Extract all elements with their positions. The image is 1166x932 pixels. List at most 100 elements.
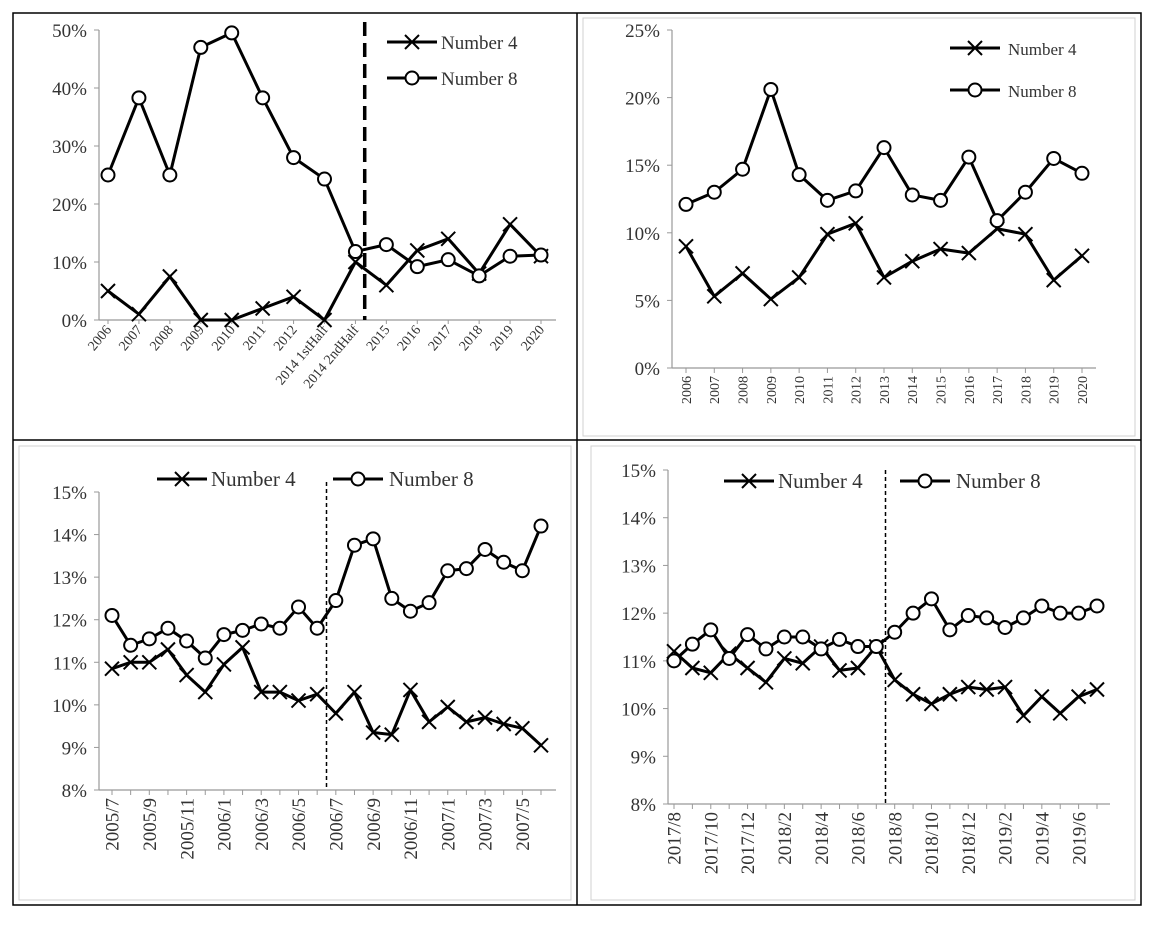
chart-3-series-1-point bbox=[402, 682, 419, 698]
chart-2-series-2-point bbox=[904, 187, 920, 203]
chart-4-series-2-point bbox=[960, 608, 976, 624]
chart-4-series-2-point bbox=[740, 627, 756, 643]
chart-1-legend-label-2: Number 8 bbox=[441, 69, 518, 90]
chart-4-series-1-point bbox=[1052, 705, 1068, 722]
chart-2-x-tick-label: 2006 bbox=[680, 376, 695, 404]
chart-1-legend-marker-2 bbox=[404, 70, 420, 86]
chart-1-y-tick-label: 50% bbox=[52, 21, 87, 42]
chart-4-x-tick-label: 2018/10 bbox=[922, 812, 943, 874]
chart-3-series-2-point bbox=[477, 541, 493, 557]
chart-4-series-2-point bbox=[703, 622, 719, 638]
chart-3-series-1-point bbox=[197, 684, 213, 700]
chart-4-x-tick-label: 2017/10 bbox=[701, 812, 722, 874]
chart-2-series-1-point bbox=[819, 226, 836, 242]
chart-4-series-2-point bbox=[721, 650, 737, 666]
chart-3-x-tick-label: 2007/5 bbox=[513, 798, 534, 851]
chart-1-y-tick-label: 20% bbox=[52, 195, 87, 216]
chart-2-series-2-point bbox=[848, 183, 864, 199]
chart-2-x-tick-label: 2015 bbox=[934, 376, 949, 404]
chart-3-series-2-point bbox=[384, 590, 400, 606]
chart-4-series-2-point bbox=[684, 636, 700, 652]
chart-3-series-2-point bbox=[253, 616, 269, 632]
chart-1-y-tick-label: 40% bbox=[52, 79, 87, 100]
chart-4-x-tick-label: 2019/6 bbox=[1069, 812, 1090, 865]
chart-1-x-tick-label: 2019 bbox=[488, 323, 517, 354]
chart-3-series-1-point bbox=[160, 641, 176, 658]
chart-4-legend-label-2: Number 8 bbox=[956, 469, 1041, 493]
chart-2-x-tick-label: 2008 bbox=[736, 376, 751, 404]
chart-4-series-1-point bbox=[978, 681, 995, 698]
chart-2-series-1-line bbox=[684, 221, 1083, 301]
chart-4-series-2-point bbox=[666, 653, 682, 669]
chart-3-x-tick-label: 2005/9 bbox=[140, 798, 161, 851]
chart-4-series-1-point bbox=[1089, 681, 1105, 698]
chart-3-series-1-point bbox=[384, 726, 400, 743]
chart-4-series-2-point bbox=[832, 631, 848, 647]
chart-1-series-2-point bbox=[224, 25, 240, 41]
chart-4-x-tick-label: 2018/6 bbox=[849, 812, 870, 865]
chart-2: 0% 5% 10% 15% 20% 25% 2006 2007 2008 2009 2010 2011… bbox=[625, 21, 1096, 404]
chart-2-series-2-point bbox=[706, 184, 722, 200]
chart-4-series-1-point bbox=[776, 650, 793, 667]
chart-3-x-tick-label: 2005/7 bbox=[103, 798, 124, 851]
chart-3-series-2-point bbox=[104, 607, 120, 623]
chart-4-x-tick-label: 2018/2 bbox=[775, 812, 796, 865]
chart-3-series-1-point bbox=[216, 656, 232, 673]
panel-3-inner-border bbox=[18, 445, 572, 901]
chart-2-series-1-point bbox=[876, 269, 892, 286]
chart-3-legend-marker-2 bbox=[350, 471, 366, 487]
chart-2-series-1-point bbox=[763, 291, 779, 307]
chart-1-series-1-point bbox=[378, 277, 395, 293]
chart-2-legend-marker-2 bbox=[967, 82, 983, 98]
chart-1-series-2-point bbox=[286, 150, 302, 166]
chart-4-x-tick-label: 2017/12 bbox=[738, 812, 759, 874]
chart-3-series-1-point bbox=[122, 654, 139, 670]
chart-4-y-tick-label: 9% bbox=[631, 747, 657, 768]
chart-3-series-1-point bbox=[178, 667, 195, 683]
chart-1-series-1-point bbox=[162, 268, 178, 285]
chart-4-series-1-point bbox=[905, 686, 921, 702]
chart-4-y-tick-label: 11% bbox=[622, 652, 656, 673]
chart-1-x-tick-label: 2008 bbox=[147, 323, 176, 354]
chart-2-x-tick-label: 2012 bbox=[850, 376, 865, 404]
chart-1-series-2-point bbox=[131, 90, 147, 106]
chart-1-series-2-point bbox=[255, 90, 271, 106]
chart-1-series-1-point bbox=[316, 312, 333, 328]
chart-4-series-1-point bbox=[997, 679, 1013, 695]
chart-2-series-2-point bbox=[678, 196, 694, 212]
chart-1-series-2-point bbox=[162, 167, 178, 183]
chart-1-series-1-point bbox=[100, 283, 116, 299]
chart-1-x-tick-label: 2018 bbox=[457, 323, 486, 354]
chart-4-y-tick-label: 15% bbox=[621, 461, 656, 482]
chart-3-x-tick-label: 2005/11 bbox=[177, 798, 198, 860]
chart-4-x-tick-label: 2018/8 bbox=[885, 812, 906, 865]
chart-3-series-2-point bbox=[216, 627, 232, 643]
chart-3-series-2-point bbox=[458, 561, 474, 577]
chart-4-series-2-point bbox=[979, 610, 995, 626]
chart-1-series-2-point bbox=[100, 167, 116, 183]
chart-1-series-2-point bbox=[317, 171, 332, 187]
chart-4-series-2-point bbox=[887, 624, 903, 640]
chart-3-series-1-point bbox=[477, 709, 493, 726]
chart-4-series-2-point bbox=[997, 619, 1013, 635]
chart-4-legend-marker-1 bbox=[741, 473, 757, 489]
chart-4-series-1-point bbox=[703, 665, 719, 681]
chart-3-series-2-point bbox=[123, 637, 139, 653]
chart-2-series-1-point bbox=[1017, 226, 1034, 242]
chart-2-x-tick-label: 2020 bbox=[1076, 376, 1091, 404]
chart-2-series-2-point bbox=[1046, 150, 1062, 166]
chart-3-x-tick-label: 2007/1 bbox=[438, 798, 459, 851]
chart-3-series-1-point bbox=[495, 716, 512, 732]
chart-3-series-2-point bbox=[421, 595, 437, 611]
chart-2-y-tick-label: 15% bbox=[625, 156, 660, 177]
chart-2-series-2-point bbox=[819, 192, 835, 208]
chart-4-series-1-point bbox=[960, 679, 976, 695]
chart-4-series-2-point bbox=[813, 641, 829, 657]
chart-3-series-2-point bbox=[514, 563, 530, 579]
chart-3-series-1-point bbox=[272, 684, 288, 700]
chart-4-series-2-point bbox=[1089, 598, 1105, 614]
chart-2-x-tick-label: 2019 bbox=[1048, 376, 1063, 404]
chart-2-x-tick-label: 2009 bbox=[765, 376, 780, 404]
chart-4-series-2-point bbox=[776, 629, 792, 645]
chart-1-series-1-point bbox=[285, 289, 302, 305]
